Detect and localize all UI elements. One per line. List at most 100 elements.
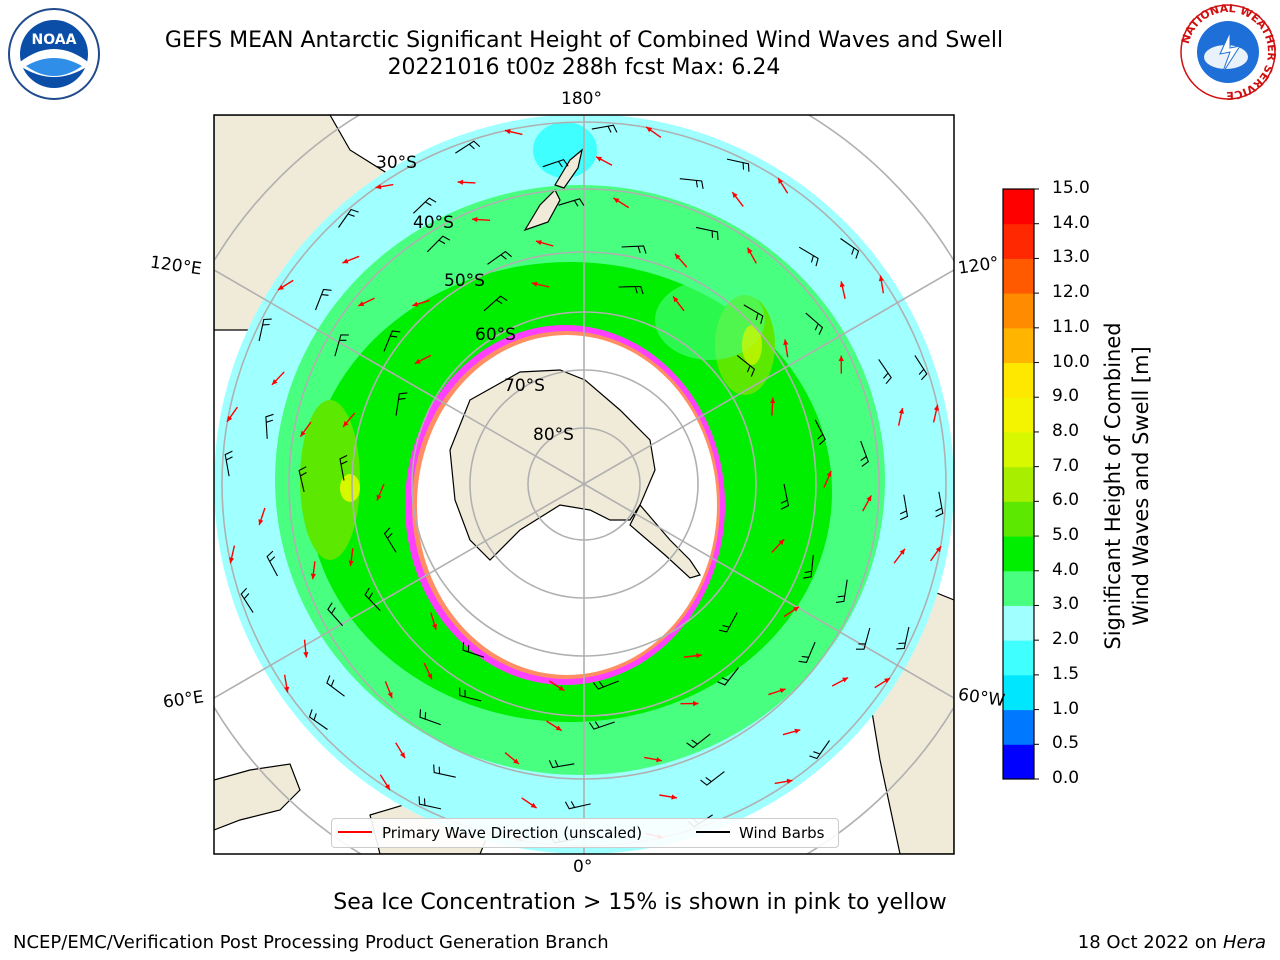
wave-direction-arrowhead (839, 281, 845, 288)
wind-barb (418, 796, 442, 810)
lat-label-60s: 60°S (475, 325, 516, 345)
wind-barb (298, 466, 307, 493)
wave-direction-arrowhead (884, 678, 890, 684)
wave-direction-arrowhead (935, 546, 941, 553)
lat-label-40s: 40°S (413, 213, 454, 233)
wave-direction-arrowhead (646, 127, 653, 133)
colorbar-segment (1003, 605, 1034, 641)
colorbar-tick-label: 4.0 (1052, 559, 1080, 580)
wind-barb (896, 626, 910, 650)
wave-direction-arrowhead (258, 519, 264, 525)
wind-barb (455, 140, 481, 154)
wave-direction-arrowhead (555, 725, 562, 731)
wind-barb (364, 587, 381, 612)
wind-barb (558, 198, 585, 207)
wind-barb (433, 764, 456, 778)
nws-logo: NATIONAL WEATHER SERVICE (1178, 2, 1278, 106)
wind-barb (487, 250, 512, 265)
wind-barb (224, 450, 233, 477)
colorbar-segment (1003, 744, 1034, 780)
wave-direction-arrowhead (530, 802, 537, 808)
colorbar-segment (1003, 189, 1034, 225)
wind-barb (618, 285, 644, 295)
map-frame (213, 114, 955, 855)
wind-barb (726, 158, 750, 172)
wave-direction-arrowhead (696, 653, 702, 659)
footer-machine: Hera (1222, 932, 1266, 953)
wave-direction-arrowhead (432, 623, 437, 630)
wave-direction-arrowhead (842, 677, 849, 683)
wave-direction-arrowhead (535, 240, 542, 246)
wave-direction-arrowhead (671, 794, 677, 800)
wave-direction-arrowhead (375, 184, 382, 190)
wind-barb (338, 208, 359, 228)
colorbar-segment (1003, 709, 1034, 745)
wave-direction-arrowhead (783, 339, 789, 346)
colorbar-tick-label: 13.0 (1052, 247, 1090, 268)
wave-direction-arrowhead (674, 253, 681, 260)
wave-direction-arrowhead (412, 301, 419, 307)
colorbar-title-line1: Significant Height of Combined (1101, 322, 1125, 650)
wind-barb (717, 667, 739, 686)
wave-direction-arrowhead (673, 296, 679, 303)
wind-barb (814, 419, 826, 446)
wave-direction-arrowhead (778, 539, 785, 545)
colorbar-segment (1003, 293, 1034, 329)
wind-barb (419, 709, 441, 726)
wind-barb (564, 801, 591, 810)
antarctic-peninsula (629, 503, 701, 579)
wind-barb (860, 440, 869, 467)
wind-barb (935, 491, 944, 518)
lat-label-30s: 30°S (376, 153, 417, 173)
colorbar-tick-label: 8.0 (1052, 420, 1080, 441)
wind-barb (591, 124, 618, 133)
lon-label-0: 0° (573, 857, 593, 877)
wind-barb (462, 642, 485, 658)
colorbar-segment (1003, 640, 1034, 676)
colorbar-tick-label: 11.0 (1052, 316, 1090, 337)
colorbar-segment (1003, 501, 1034, 537)
colorbar (1002, 188, 1039, 780)
colorbar-tick-label: 9.0 (1052, 386, 1080, 407)
colorbar-tick-label: 7.0 (1052, 455, 1080, 476)
wave-direction-arrowhead (284, 686, 290, 693)
wave-direction-arrowhead (513, 758, 519, 764)
wind-barb (548, 759, 575, 769)
wave-direction-arrowhead (826, 471, 832, 477)
colorbar-tick-label: 2.0 (1052, 629, 1080, 650)
colorbar-segment (1003, 570, 1034, 606)
wave-direction-legend-label: Primary Wave Direction (unscaled) (382, 824, 643, 842)
wave-direction-arrowhead (271, 379, 278, 385)
colorbar-tick-label: 0.0 (1052, 768, 1080, 788)
wind-barbs-legend-label: Wind Barbs (739, 824, 825, 842)
wind-barb (899, 494, 909, 521)
wave-direction-arrowhead (457, 179, 464, 185)
wave-direction-arrowhead (596, 156, 603, 162)
wave-direction-arrowhead (898, 408, 904, 414)
wind-barb (266, 550, 278, 577)
wave-direction-arrowhead (427, 673, 432, 680)
chart-subtitle: 20221016 t00z 288h fcst Max: 6.24 (387, 55, 781, 80)
lat-label-50s: 50°S (444, 271, 485, 291)
colorbar-segment (1003, 466, 1034, 502)
colorbar-frame (1002, 188, 1035, 780)
wind-barb (835, 579, 848, 603)
colorbar-segment (1003, 674, 1034, 711)
wave-direction-arrowhead (866, 495, 872, 502)
wind-barb (426, 235, 451, 253)
colorbar-segment (1003, 223, 1034, 259)
wind-barb (327, 602, 344, 627)
colorbar-segment (1003, 536, 1034, 572)
wave-direction-arrowhead (656, 757, 662, 763)
wave-direction-arrowhead (770, 397, 776, 404)
longitude-grid (214, 115, 954, 854)
wave-direction-arrowhead (278, 284, 284, 290)
footer-date-text: 18 Oct 2022 on (1077, 932, 1223, 953)
wave-direction-arrowhead (531, 281, 538, 287)
colorbar-title-line2: Wind Waves and Swell [m] (1129, 346, 1153, 626)
wind-barb (258, 318, 272, 342)
wind-barb (334, 334, 349, 357)
wind-barb (383, 330, 401, 352)
colorbar-segment (1003, 431, 1034, 468)
colorbar-title: Significant Height of Combined Wind Wave… (1099, 296, 1155, 676)
